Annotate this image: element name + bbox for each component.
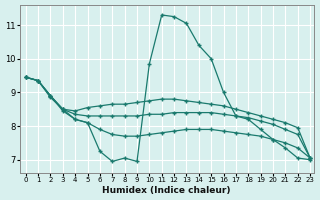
X-axis label: Humidex (Indice chaleur): Humidex (Indice chaleur) xyxy=(102,186,231,195)
